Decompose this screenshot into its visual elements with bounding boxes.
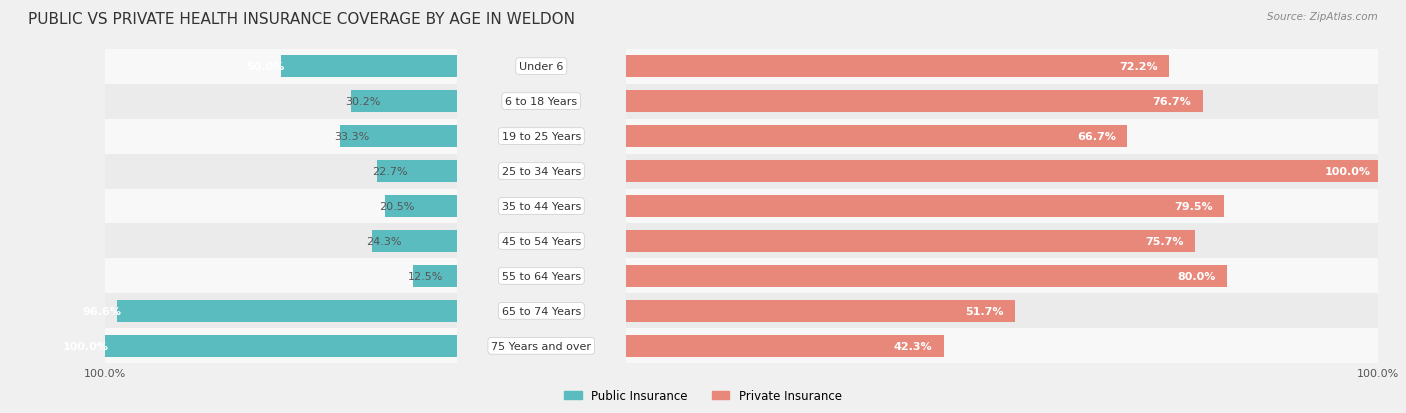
Bar — [626, 230, 1195, 252]
Bar — [340, 126, 457, 147]
Bar — [105, 329, 457, 363]
Bar — [105, 189, 457, 224]
Bar — [626, 329, 1378, 363]
Text: 22.7%: 22.7% — [371, 166, 408, 177]
Bar — [626, 266, 1227, 287]
Text: 19 to 25 Years: 19 to 25 Years — [502, 132, 581, 142]
Text: 30.2%: 30.2% — [346, 97, 381, 107]
Bar — [105, 224, 457, 259]
Text: 80.0%: 80.0% — [1178, 271, 1216, 281]
Text: 100.0%: 100.0% — [1324, 166, 1371, 177]
Text: Under 6: Under 6 — [519, 62, 564, 72]
Text: 6 to 18 Years: 6 to 18 Years — [505, 97, 578, 107]
Bar — [281, 56, 457, 78]
Bar — [626, 224, 1378, 259]
Bar — [626, 300, 1015, 322]
Text: 45 to 54 Years: 45 to 54 Years — [502, 236, 581, 247]
Text: 20.5%: 20.5% — [380, 202, 415, 211]
Text: 96.6%: 96.6% — [82, 306, 121, 316]
Text: 65 to 74 Years: 65 to 74 Years — [502, 306, 581, 316]
Bar — [626, 126, 1128, 147]
Bar — [385, 196, 457, 217]
Text: 25 to 34 Years: 25 to 34 Years — [502, 166, 581, 177]
Bar — [377, 161, 457, 183]
Legend: Public Insurance, Private Insurance: Public Insurance, Private Insurance — [560, 385, 846, 407]
Bar — [626, 196, 1223, 217]
Text: Source: ZipAtlas.com: Source: ZipAtlas.com — [1267, 12, 1378, 22]
Text: 55 to 64 Years: 55 to 64 Years — [502, 271, 581, 281]
Bar — [105, 294, 457, 329]
Text: PUBLIC VS PRIVATE HEALTH INSURANCE COVERAGE BY AGE IN WELDON: PUBLIC VS PRIVATE HEALTH INSURANCE COVER… — [28, 12, 575, 27]
Bar — [626, 161, 1378, 183]
Bar — [105, 50, 457, 84]
Text: 75 Years and over: 75 Years and over — [491, 341, 592, 351]
Text: 76.7%: 76.7% — [1153, 97, 1191, 107]
Bar — [626, 50, 1378, 84]
Bar — [105, 84, 457, 119]
Bar — [626, 294, 1378, 329]
Text: 35 to 44 Years: 35 to 44 Years — [502, 202, 581, 211]
Bar — [352, 91, 457, 113]
Bar — [105, 335, 457, 357]
Bar — [626, 84, 1378, 119]
Bar — [626, 335, 943, 357]
Bar — [626, 56, 1168, 78]
Bar — [371, 230, 457, 252]
Text: 33.3%: 33.3% — [335, 132, 370, 142]
Text: 24.3%: 24.3% — [366, 236, 402, 247]
Text: 51.7%: 51.7% — [965, 306, 1004, 316]
Bar — [626, 189, 1378, 224]
Bar — [626, 259, 1378, 294]
Bar — [105, 259, 457, 294]
Bar — [105, 154, 457, 189]
Text: 72.2%: 72.2% — [1119, 62, 1157, 72]
Bar — [626, 91, 1202, 113]
Text: 66.7%: 66.7% — [1077, 132, 1116, 142]
Bar — [626, 119, 1378, 154]
Bar — [413, 266, 457, 287]
Bar — [118, 300, 457, 322]
Text: 50.0%: 50.0% — [246, 62, 284, 72]
Bar — [626, 154, 1378, 189]
Text: 42.3%: 42.3% — [894, 341, 932, 351]
Text: 100.0%: 100.0% — [63, 341, 108, 351]
Text: 79.5%: 79.5% — [1174, 202, 1212, 211]
Text: 75.7%: 75.7% — [1146, 236, 1184, 247]
Text: 12.5%: 12.5% — [408, 271, 443, 281]
Bar — [105, 119, 457, 154]
